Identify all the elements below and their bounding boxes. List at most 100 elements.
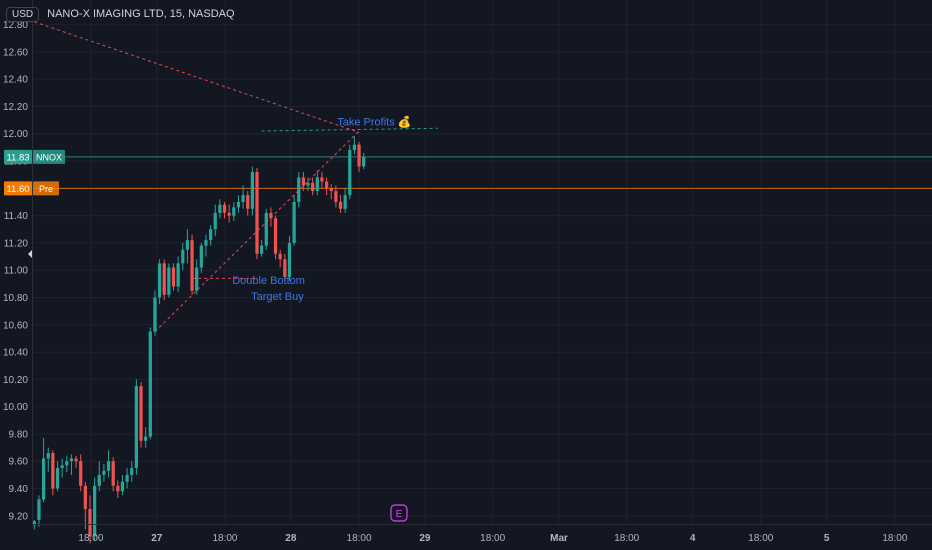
annotations[interactable]: Take Profits 💰 Double Bottom Target Buy: [232, 116, 411, 304]
candle[interactable]: [181, 242, 185, 271]
chart-annotation[interactable]: Take Profits 💰: [337, 116, 411, 129]
candle[interactable]: [273, 215, 278, 260]
candle[interactable]: [306, 177, 310, 192]
candle[interactable]: [278, 249, 282, 268]
candle[interactable]: [55, 461, 60, 492]
candle[interactable]: [102, 463, 106, 482]
candle[interactable]: [343, 188, 347, 213]
candle[interactable]: [283, 253, 287, 282]
candle[interactable]: [65, 455, 69, 473]
candle[interactable]: [292, 195, 296, 246]
candle[interactable]: [144, 427, 148, 448]
candle[interactable]: [320, 171, 324, 189]
candle[interactable]: [241, 185, 245, 209]
candle[interactable]: [218, 199, 222, 219]
event-markers[interactable]: E: [390, 504, 408, 522]
price-tag[interactable]: 11.60 Pre: [4, 181, 59, 196]
earnings-event-marker[interactable]: E: [390, 504, 408, 522]
candle[interactable]: [74, 455, 78, 469]
x-tick-label: 4: [690, 533, 696, 544]
candle[interactable]: [357, 141, 361, 172]
candle[interactable]: [79, 454, 83, 492]
y-tick-label: 12.40: [3, 75, 28, 86]
candle[interactable]: [213, 204, 217, 237]
price-tag-value: 11.60: [6, 184, 29, 195]
candle[interactable]: [37, 495, 41, 527]
candle-body: [255, 171, 259, 254]
price-tag[interactable]: 11.83 NNOX: [4, 149, 65, 164]
candle[interactable]: [162, 259, 166, 301]
candle[interactable]: [171, 263, 176, 291]
candle[interactable]: [116, 480, 120, 499]
candle[interactable]: [297, 171, 301, 208]
price-tag-value-bg: [4, 149, 32, 164]
candle[interactable]: [232, 201, 236, 222]
candle[interactable]: [190, 234, 194, 295]
candle[interactable]: [260, 240, 264, 257]
candle[interactable]: [41, 438, 46, 503]
candlesticks[interactable]: [32, 136, 366, 544]
candle[interactable]: [338, 195, 343, 213]
candle[interactable]: [97, 461, 101, 492]
candle[interactable]: [60, 458, 64, 478]
y-tick-label: 10.20: [3, 375, 28, 386]
trendlines[interactable]: [34, 21, 438, 332]
candle-body: [236, 201, 241, 208]
candle[interactable]: [139, 382, 143, 448]
candle[interactable]: [255, 167, 259, 260]
candle[interactable]: [324, 177, 329, 196]
candle[interactable]: [111, 457, 115, 492]
candle[interactable]: [157, 259, 162, 305]
candle[interactable]: [148, 327, 152, 440]
candle-body: [352, 144, 357, 151]
candle[interactable]: [199, 242, 203, 273]
candle[interactable]: [311, 177, 315, 196]
candle[interactable]: [329, 184, 333, 200]
currency-badge[interactable]: USD: [6, 6, 40, 22]
candle[interactable]: [315, 170, 319, 196]
candle[interactable]: [134, 379, 139, 475]
candle[interactable]: [88, 495, 92, 544]
candle[interactable]: [334, 185, 338, 208]
candle[interactable]: [185, 229, 190, 264]
candle[interactable]: [348, 144, 352, 200]
candle[interactable]: [269, 207, 273, 227]
candle[interactable]: [227, 204, 231, 223]
candle[interactable]: [51, 450, 55, 496]
candle[interactable]: [264, 208, 268, 250]
candle[interactable]: [120, 474, 125, 496]
candle[interactable]: [301, 171, 306, 192]
candle[interactable]: [287, 236, 292, 282]
candle[interactable]: [236, 195, 241, 213]
candle[interactable]: [46, 447, 50, 473]
candle[interactable]: [204, 234, 208, 257]
candle-body: [190, 240, 194, 291]
candle[interactable]: [125, 468, 129, 489]
candle-body: [278, 253, 282, 260]
candle-body: [301, 177, 306, 186]
candle[interactable]: [167, 263, 171, 298]
candle[interactable]: [352, 136, 357, 155]
candle[interactable]: [69, 454, 74, 475]
chart-annotation[interactable]: Target Buy: [251, 291, 304, 303]
candle[interactable]: [222, 201, 227, 219]
candle[interactable]: [153, 290, 157, 336]
candle-body: [315, 177, 319, 192]
take-profit-line[interactable]: [261, 127, 438, 132]
candle[interactable]: [106, 450, 111, 478]
chart-annotation[interactable]: Double Bottom: [232, 275, 305, 287]
candle[interactable]: [362, 152, 366, 170]
candle[interactable]: [246, 191, 250, 216]
candle[interactable]: [195, 259, 199, 295]
candle[interactable]: [83, 481, 87, 530]
price-axis[interactable]: 9.20 9.40 9.60 9.80 10.00 10.20 10.40 10.60 10.8…: [3, 0, 65, 524]
candle[interactable]: [176, 256, 180, 293]
candle[interactable]: [130, 461, 134, 482]
candle[interactable]: [250, 166, 254, 216]
candle[interactable]: [93, 477, 97, 541]
candle[interactable]: [208, 225, 213, 246]
time-axis[interactable]: 18:00 27 18:00 28 18:00 29 18:00 Mar 18:00 4 18:00…: [32, 524, 932, 545]
y-tick-label: 10.80: [3, 293, 28, 304]
